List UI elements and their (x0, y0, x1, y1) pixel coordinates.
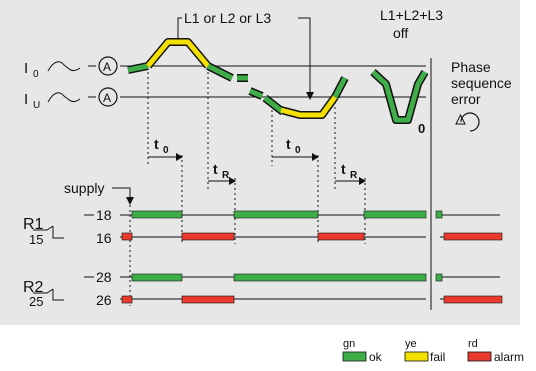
r2-state-bars (121, 273, 503, 304)
i0-current-wave-icon (47, 61, 81, 72)
r1-contact-arm (33, 225, 54, 231)
iu-ammeter-symbol: A (103, 91, 111, 105)
iu-current-wave-icon (47, 92, 81, 103)
legend-ye-text: fail (430, 350, 445, 364)
legend: gn ok ye fail rd alarm (342, 338, 524, 364)
r2-label: R2 (23, 279, 44, 296)
i0-ammeter-symbol: A (103, 60, 111, 74)
legend-item-gn: gn ok (342, 338, 383, 364)
i0-label: I (24, 60, 28, 77)
i0-subscript: 0 (33, 69, 39, 80)
r2-contact-nc-lead (52, 289, 64, 301)
t0-label-a: t (154, 136, 159, 152)
off-label: off (393, 25, 408, 41)
r2-no-label: 28 (96, 269, 112, 285)
r2-contact-arm (33, 288, 54, 294)
current-trace (127, 38, 429, 124)
legend-rd-swatch (467, 351, 492, 362)
r2-common-label: 25 (29, 294, 43, 309)
top-condition-label: L1 or L2 or L3 (184, 10, 271, 26)
r2-nc-label: 26 (96, 292, 112, 308)
supply-label: supply (64, 180, 104, 196)
legend-gn-text: ok (369, 350, 383, 364)
condition-pointer-right (298, 17, 311, 96)
r1-nc-label: 16 (96, 230, 112, 246)
phase-label-line3: error (451, 91, 481, 107)
all-phases-off-label: L1+L2+L3 (380, 7, 443, 23)
legend-gn-code: gn (343, 338, 355, 350)
t0-sub-b: 0 (295, 145, 301, 156)
tr-label-a: t (213, 161, 218, 177)
legend-item-rd: rd alarm (467, 338, 524, 364)
t0-sub-a: 0 (163, 145, 169, 156)
r1-contact-nc-lead (52, 226, 64, 239)
tr-label-b: t (341, 161, 346, 177)
diagram-panel (0, 0, 520, 325)
legend-ye-code: ye (405, 338, 417, 350)
supply-pointer (112, 187, 131, 200)
legend-gn-swatch (342, 351, 367, 362)
legend-ye-swatch (404, 351, 429, 362)
r1-label: R1 (23, 216, 44, 233)
iu-subscript: U (33, 100, 40, 111)
t0-interval-a (148, 153, 183, 161)
zero-label: 0 (418, 121, 425, 136)
supply-arrowhead (126, 197, 134, 205)
iu-label: I (24, 91, 28, 108)
phase-label-line2: sequence (451, 75, 512, 91)
tr-sub-a: R (222, 170, 230, 181)
tr-interval-b (335, 177, 366, 185)
phase-rotation-icon (455, 112, 480, 132)
phase-label-line1: Phase (451, 59, 491, 75)
tr-interval-a (208, 177, 236, 185)
t0-interval-b (272, 153, 319, 161)
tr-sub-b: R (350, 170, 358, 181)
condition-arrowhead (306, 92, 314, 100)
legend-rd-text: alarm (494, 350, 524, 364)
r1-no-label: 18 (96, 207, 112, 223)
r1-state-bars (121, 210, 503, 241)
condition-pointer-left (177, 17, 182, 38)
legend-rd-code: rd (468, 338, 478, 350)
t0-label-b: t (286, 136, 291, 152)
legend-item-ye: ye fail (404, 338, 445, 364)
i0-ammeter-icon (98, 56, 118, 76)
iu-ammeter-icon (98, 87, 118, 107)
r1-common-label: 15 (29, 232, 43, 247)
